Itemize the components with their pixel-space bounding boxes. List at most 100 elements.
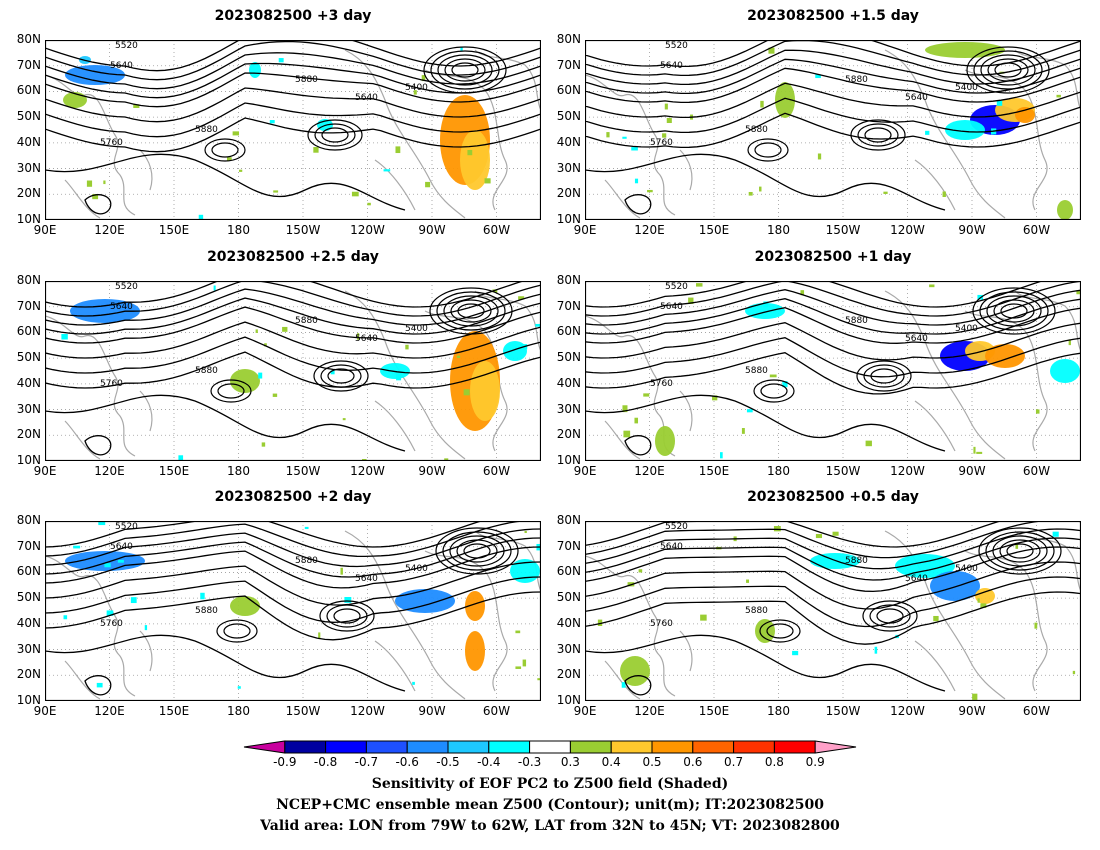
lon-label: 180	[227, 464, 250, 478]
lat-label: 50N	[16, 590, 41, 605]
panel-title: 2023082500 +3 day	[214, 8, 372, 24]
lat-label: 30N	[556, 401, 581, 416]
lat-label: 20N	[556, 667, 581, 682]
contour-label: 5760	[100, 138, 123, 148]
contour-label: 5880	[745, 606, 768, 616]
colorbar-tick-label: 0.3	[560, 755, 580, 769]
lon-label: 90E	[573, 223, 597, 237]
contour-label: 5400	[405, 564, 428, 574]
contour-label: 5400	[955, 83, 978, 93]
lat-label: 80N	[556, 513, 581, 527]
contour-label: 5880	[295, 75, 318, 85]
lon-label: 120W	[350, 464, 385, 478]
lat-label: 50N	[16, 109, 41, 124]
lon-label: 120W	[890, 464, 925, 478]
contour-label: 5760	[650, 379, 673, 389]
colorbar-swatch	[529, 740, 571, 754]
contour-label: 5640	[355, 93, 378, 103]
map-plot: 5520 5640 5760 5880 5400 5640 5880	[585, 521, 1081, 701]
lon-label: 150E	[698, 223, 730, 237]
lon-label: 90W	[958, 464, 986, 478]
lat-label: 30N	[556, 641, 581, 656]
contour-label: 5880	[745, 125, 768, 135]
map-plot: 5520 5640 5760 5880 5400 5640 5880	[45, 521, 541, 701]
lon-label: 120E	[634, 223, 665, 237]
lon-label: 60W	[482, 464, 511, 478]
lat-label: 10N	[16, 693, 41, 707]
contour-label: 5880	[195, 125, 218, 135]
contour-label: 5880	[295, 316, 318, 326]
lat-label: 40N	[556, 615, 581, 630]
colorbar-tick-label: 0.9	[805, 755, 825, 769]
lon-label: 180	[767, 223, 790, 237]
colorbar-tick-label: 0.4	[601, 755, 621, 769]
contour-label: 5520	[115, 41, 138, 51]
colorbar-arrow-left	[243, 740, 286, 754]
contour-label: 5640	[110, 302, 133, 312]
lat-label: 60N	[16, 324, 41, 339]
contour-label: 5640	[110, 542, 133, 552]
lat-label: 10N	[16, 212, 41, 226]
contour-label: 5880	[845, 556, 868, 566]
colorbar-swatch	[488, 740, 531, 754]
colorbar-swatch	[406, 740, 449, 754]
lon-label: 90W	[418, 704, 446, 718]
colorbar-tick-label: -0.6	[395, 755, 419, 769]
panel-title: 2023082500 +2 day	[214, 489, 372, 505]
lat-label: 80N	[16, 513, 41, 527]
lon-label: 150E	[698, 704, 730, 718]
colorbar-swatch	[325, 740, 367, 754]
contour-label: 5760	[100, 379, 123, 389]
lon-label: 60W	[482, 704, 511, 718]
lat-label: 20N	[16, 427, 41, 442]
colorbar-tick-label: -0.5	[436, 755, 460, 769]
lat-label: 60N	[556, 324, 581, 339]
lon-label: 150E	[158, 464, 190, 478]
colorbar-swatch	[447, 740, 490, 754]
contour-label: 5520	[665, 282, 688, 292]
colorbar-tick-label: -0.7	[354, 755, 379, 769]
lon-label: 120E	[94, 223, 125, 237]
lon-label: 120W	[350, 223, 385, 237]
colorbar-tick-label: 0.5	[642, 755, 662, 769]
colorbar-swatch	[692, 740, 735, 754]
lon-label: 120E	[94, 704, 125, 718]
colorbar-swatch	[651, 740, 694, 754]
lat-label: 80N	[556, 273, 581, 287]
map-plot: 5520 5640 5760 5880 5400 5640 5880	[45, 40, 541, 220]
lat-label: 70N	[556, 57, 581, 72]
lat-label: 50N	[556, 350, 581, 365]
lon-label: 180	[767, 464, 790, 478]
lat-label: 20N	[16, 667, 41, 682]
lat-label: 40N	[16, 134, 41, 149]
contour-label: 5520	[665, 41, 688, 51]
contour-label: 5520	[665, 522, 688, 532]
lat-label: 10N	[556, 453, 581, 467]
map-plot: 5520 5640 5760 5880 5400 5640 5880	[45, 281, 541, 461]
contour-label: 5880	[845, 75, 868, 85]
lat-label: 50N	[16, 350, 41, 365]
lat-label: 20N	[556, 427, 581, 442]
lat-label: 80N	[16, 32, 41, 46]
lon-label: 60W	[1022, 223, 1051, 237]
colorbar-tick-label: 0.7	[724, 755, 744, 769]
lon-label: 180	[227, 223, 250, 237]
colorbar-swatch	[773, 740, 816, 754]
contour-label: 5400	[955, 564, 978, 574]
lat-label: 60N	[556, 83, 581, 98]
contour-label: 5640	[905, 574, 928, 584]
lon-label: 90E	[33, 704, 57, 718]
contour-label: 5640	[355, 334, 378, 344]
contour-label: 5880	[845, 316, 868, 326]
contour-label: 5640	[660, 61, 683, 71]
contour-label: 5400	[405, 324, 428, 334]
lon-label: 60W	[1022, 704, 1051, 718]
lon-label: 120E	[634, 704, 665, 718]
lon-label: 180	[767, 704, 790, 718]
colorbar-swatch	[365, 740, 408, 754]
lat-label: 20N	[16, 186, 41, 201]
contour-label: 5520	[115, 522, 138, 532]
lat-label: 70N	[16, 57, 41, 72]
lon-label: 150W	[825, 704, 861, 718]
colorbar-tick-label: -0.9	[273, 755, 297, 769]
